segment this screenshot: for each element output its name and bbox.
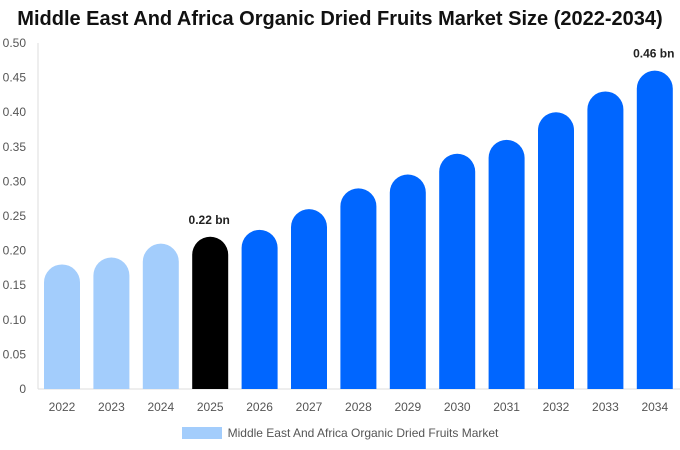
x-tick-label: 2024: [147, 400, 174, 414]
y-tick-label: 0.05: [3, 347, 27, 361]
bar-2022: [44, 264, 80, 389]
x-tick-label: 2023: [98, 400, 125, 414]
y-tick-label: 0.45: [3, 71, 27, 85]
x-tick-label: 2031: [493, 400, 520, 414]
y-tick-label: 0.30: [3, 174, 27, 188]
x-tick-label: 2030: [444, 400, 471, 414]
legend-label: Middle East And Africa Organic Dried Fru…: [227, 426, 499, 440]
bar-2023: [93, 257, 130, 389]
data-label-2025: 0.22 bn: [189, 213, 230, 227]
x-tick-label: 2034: [641, 400, 668, 414]
bar-2024: [142, 243, 179, 389]
bar-2028: [340, 188, 377, 389]
y-tick-label: 0.35: [3, 140, 27, 154]
x-tick-label: 2026: [246, 400, 273, 414]
bar-2029: [389, 174, 426, 389]
bar-2025: [192, 236, 229, 389]
y-tick-label: 0: [19, 382, 26, 396]
x-tick-label: 2028: [345, 400, 372, 414]
x-tick-label: 2027: [296, 400, 323, 414]
legend: Middle East And Africa Organic Dried Fru…: [0, 426, 680, 440]
y-tick-label: 0.50: [3, 36, 27, 50]
chart-title: Middle East And Africa Organic Dried Fru…: [17, 8, 663, 30]
x-tick-label: 2033: [592, 400, 619, 414]
y-tick-label: 0.25: [3, 209, 27, 223]
bar-2027: [291, 209, 327, 389]
bar-2026: [241, 229, 278, 389]
data-label-2034: 0.46 bn: [633, 47, 674, 61]
bar-2033: [587, 91, 624, 390]
x-tick-label: 2032: [543, 400, 570, 414]
y-tick-label: 0.10: [3, 313, 27, 327]
legend-swatch: [181, 427, 222, 439]
x-tick-label: 2022: [49, 400, 76, 414]
y-tick-label: 0.20: [3, 244, 27, 258]
bar-2034: [636, 70, 673, 390]
x-tick-label: 2029: [394, 400, 421, 414]
bar-2030: [439, 153, 476, 389]
bar-2031: [488, 139, 525, 389]
y-tick-label: 0.15: [3, 278, 27, 292]
y-tick-label: 0.40: [3, 105, 27, 119]
x-tick-label: 2025: [197, 400, 224, 414]
bar-2032: [538, 112, 574, 389]
